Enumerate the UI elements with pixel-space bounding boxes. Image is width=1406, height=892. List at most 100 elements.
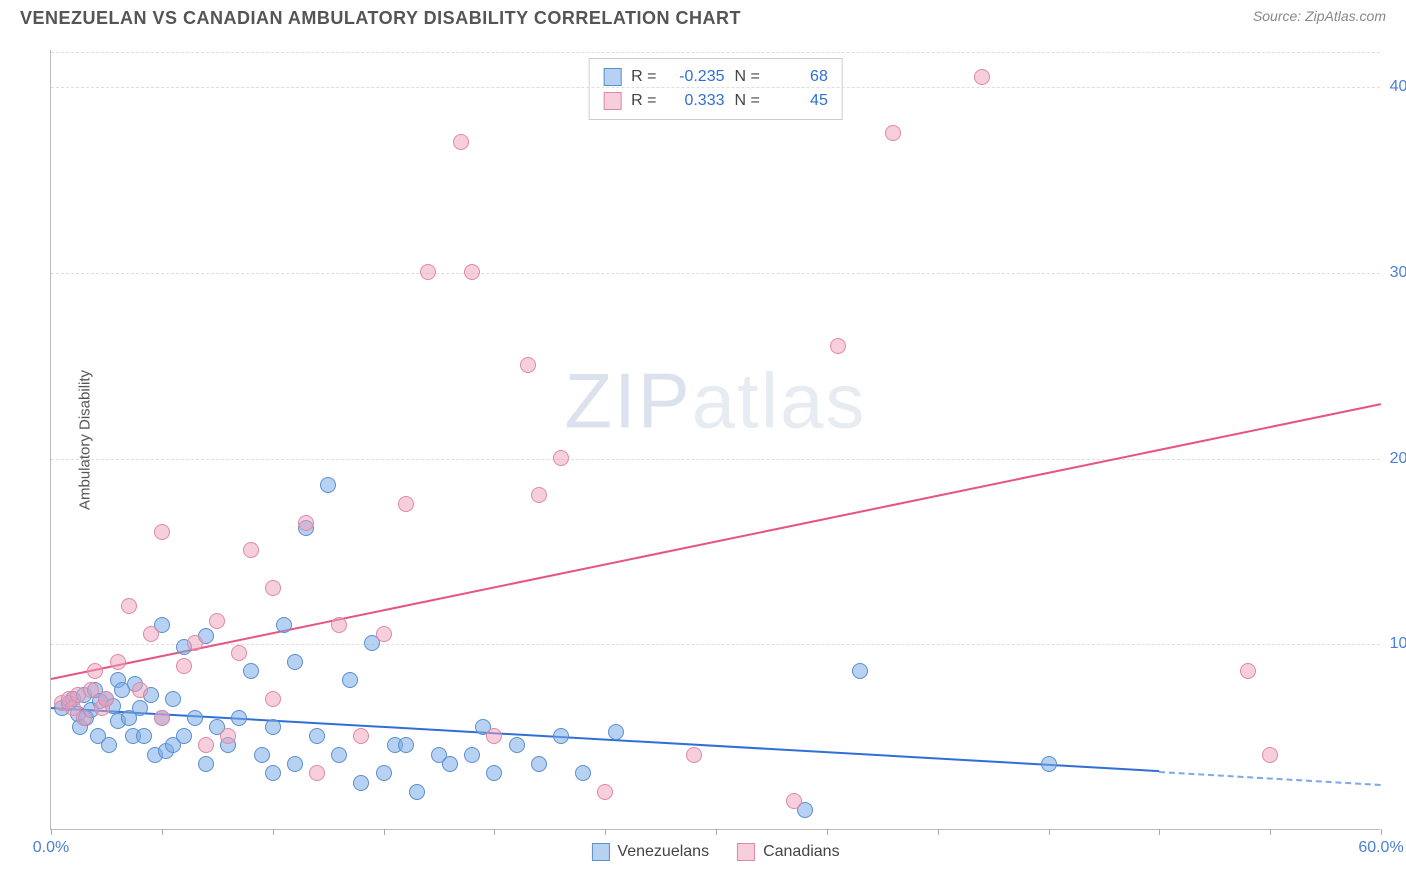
data-point xyxy=(464,264,480,280)
data-point xyxy=(309,728,325,744)
watermark: ZIPatlas xyxy=(564,355,866,446)
stats-legend: R = -0.235 N = 68 R = 0.333 N = 45 xyxy=(588,58,843,120)
data-point xyxy=(974,69,990,85)
data-point xyxy=(520,357,536,373)
data-point xyxy=(553,450,569,466)
data-point xyxy=(353,775,369,791)
data-point xyxy=(1041,756,1057,772)
stats-row-venezuelans: R = -0.235 N = 68 xyxy=(603,65,828,89)
x-tick-label: 60.0% xyxy=(1358,839,1403,857)
data-point xyxy=(531,756,547,772)
y-tick-label: 40.0% xyxy=(1390,78,1406,96)
x-tick-mark xyxy=(938,829,939,835)
data-point xyxy=(87,663,103,679)
swatch-pink-icon xyxy=(603,92,621,110)
data-point xyxy=(243,542,259,558)
data-point xyxy=(110,654,126,670)
stats-row-canadians: R = 0.333 N = 45 xyxy=(603,89,828,113)
data-point xyxy=(198,756,214,772)
data-point xyxy=(187,710,203,726)
data-point xyxy=(331,617,347,633)
data-point xyxy=(265,765,281,781)
plot-area: ZIPatlas R = -0.235 N = 68 R = 0.333 N =… xyxy=(50,50,1380,830)
data-point xyxy=(553,728,569,744)
data-point xyxy=(398,496,414,512)
data-point xyxy=(154,710,170,726)
data-point xyxy=(176,728,192,744)
x-tick-mark xyxy=(494,829,495,835)
data-point xyxy=(198,737,214,753)
x-tick-mark xyxy=(384,829,385,835)
data-point xyxy=(121,598,137,614)
data-point xyxy=(885,125,901,141)
data-point xyxy=(342,672,358,688)
x-tick-mark xyxy=(1270,829,1271,835)
data-point xyxy=(101,737,117,753)
x-tick-mark xyxy=(1159,829,1160,835)
trend-line xyxy=(51,707,1159,772)
data-point xyxy=(187,635,203,651)
data-point xyxy=(265,580,281,596)
x-tick-mark xyxy=(716,829,717,835)
data-point xyxy=(136,728,152,744)
data-point xyxy=(398,737,414,753)
x-tick-mark xyxy=(51,829,52,835)
x-tick-mark xyxy=(1381,829,1382,835)
data-point xyxy=(76,710,92,726)
swatch-blue-icon xyxy=(603,68,621,86)
data-point xyxy=(243,663,259,679)
data-point xyxy=(276,617,292,633)
data-point xyxy=(265,719,281,735)
data-point xyxy=(209,613,225,629)
data-point xyxy=(176,658,192,674)
data-point xyxy=(830,338,846,354)
data-point xyxy=(409,784,425,800)
chart-container: Ambulatory Disability ZIPatlas R = -0.23… xyxy=(50,50,1380,830)
data-point xyxy=(442,756,458,772)
data-point xyxy=(1240,663,1256,679)
y-tick-label: 30.0% xyxy=(1390,264,1406,282)
legend-item-venezuelans: Venezuelans xyxy=(591,843,709,861)
x-tick-mark xyxy=(162,829,163,835)
data-point xyxy=(486,728,502,744)
data-point xyxy=(143,626,159,642)
gridline xyxy=(51,52,1380,53)
trend-line xyxy=(1159,771,1381,786)
x-tick-label: 0.0% xyxy=(33,839,69,857)
x-tick-mark xyxy=(605,829,606,835)
data-point xyxy=(320,477,336,493)
y-tick-label: 20.0% xyxy=(1390,450,1406,468)
data-point xyxy=(486,765,502,781)
data-point xyxy=(165,691,181,707)
data-point xyxy=(686,747,702,763)
data-point xyxy=(254,747,270,763)
data-point xyxy=(287,654,303,670)
data-point xyxy=(597,784,613,800)
data-point xyxy=(509,737,525,753)
data-point xyxy=(220,728,236,744)
trend-line xyxy=(51,403,1381,680)
data-point xyxy=(265,691,281,707)
x-tick-mark xyxy=(827,829,828,835)
data-point xyxy=(464,747,480,763)
source-attribution: Source: ZipAtlas.com xyxy=(1253,8,1386,24)
chart-title: VENEZUELAN VS CANADIAN AMBULATORY DISABI… xyxy=(20,8,741,29)
data-point xyxy=(852,663,868,679)
y-tick-label: 10.0% xyxy=(1390,635,1406,653)
data-point xyxy=(453,134,469,150)
legend-item-canadians: Canadians xyxy=(737,843,840,861)
swatch-blue-icon xyxy=(591,843,609,861)
data-point xyxy=(376,626,392,642)
data-point xyxy=(420,264,436,280)
x-tick-mark xyxy=(273,829,274,835)
data-point xyxy=(786,793,802,809)
data-point xyxy=(231,710,247,726)
data-point xyxy=(298,515,314,531)
gridline xyxy=(51,459,1380,460)
data-point xyxy=(608,724,624,740)
data-point xyxy=(132,700,148,716)
data-point xyxy=(132,682,148,698)
data-point xyxy=(575,765,591,781)
data-point xyxy=(353,728,369,744)
swatch-pink-icon xyxy=(737,843,755,861)
